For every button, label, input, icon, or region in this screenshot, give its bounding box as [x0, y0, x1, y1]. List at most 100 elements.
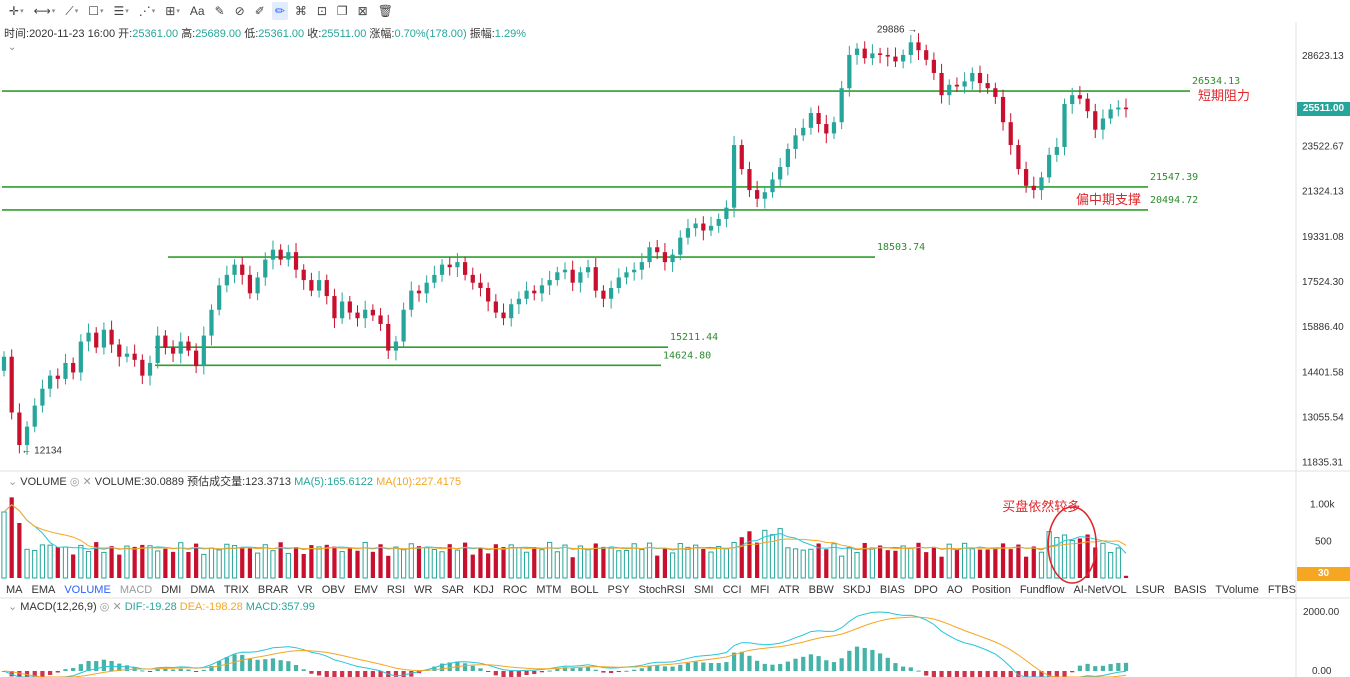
candle-down [247, 274, 253, 294]
volume-bar-down [170, 551, 176, 578]
indicator-tab-sar[interactable]: SAR [441, 584, 465, 596]
volume-bar-up [677, 543, 683, 579]
indicator-tab-ma[interactable]: MA [6, 584, 23, 596]
macd-settings-icon[interactable]: ◎ [99, 601, 110, 613]
macd-histogram-bar [240, 654, 245, 671]
candle-up [632, 269, 637, 273]
indicator-tab-ftbs[interactable]: FTBS [1267, 584, 1296, 596]
horizontal-line-tool[interactable]: ⟷ ▾ [33, 4, 56, 18]
volume-bar-up [339, 551, 345, 579]
volume-bar-down [71, 554, 76, 578]
indicator-tab-stochrsi[interactable]: StochRSI [638, 584, 686, 596]
indicator-tab-brar[interactable]: BRAR [257, 584, 289, 596]
macd-histogram-bar [854, 646, 860, 671]
macd-histogram-bar [908, 667, 913, 671]
indicator-tab-bias[interactable]: BIAS [879, 584, 905, 596]
trend-line-tool[interactable]: ⟋ ▾ [65, 3, 79, 18]
macd-histogram-bar [801, 656, 806, 671]
magnet-tool[interactable]: ⊘ [234, 4, 245, 18]
indicator-tab-mfi[interactable]: MFI [750, 584, 770, 596]
macd-histogram-bar [393, 671, 399, 677]
ruler-tool[interactable]: ✐ [254, 4, 265, 18]
macd-histogram-bar [409, 671, 414, 677]
macd-histogram-bar [1077, 665, 1083, 671]
macd-histogram-bar [55, 671, 60, 673]
macd-histogram-bar [194, 671, 199, 672]
indicator-tab-emv[interactable]: EMV [353, 584, 378, 596]
measure-tool[interactable]: ⊞ ▾ [165, 4, 180, 18]
candle-down [1031, 185, 1036, 191]
candle-down [1000, 96, 1006, 123]
volume-bar-down [877, 545, 883, 578]
indicator-tab-cci[interactable]: CCI [722, 584, 742, 596]
indicator-tab-rsi[interactable]: RSI [386, 584, 406, 596]
pattern-tool[interactable]: ⌘ [294, 4, 307, 18]
indicator-tab-trix[interactable]: TRIX [223, 584, 249, 596]
indicator-tab-wr[interactable]: WR [414, 584, 433, 596]
candle-down [140, 359, 145, 376]
close-icon[interactable]: ✕ [82, 476, 92, 488]
draw-mode-tool[interactable]: ✏ [271, 2, 288, 20]
macd-histogram-bar [570, 668, 575, 671]
candle-up [731, 145, 737, 208]
volume-bar-up [408, 543, 414, 579]
collapse-macd-icon[interactable]: ⌄ [8, 601, 18, 613]
candle-down [501, 312, 506, 319]
macd-histogram-bar [432, 666, 437, 671]
indicator-tab-bbw[interactable]: BBW [808, 584, 834, 596]
candle-up [831, 122, 837, 134]
volume-bar-up [800, 549, 806, 579]
indicator-tab-dma[interactable]: DMA [190, 584, 215, 596]
trash-tool[interactable]: 🗑 [377, 4, 393, 18]
indicator-tab-dpo[interactable]: DPO [913, 584, 938, 596]
settings-icon[interactable]: ◎ [69, 476, 80, 488]
indicator-tab-obv[interactable]: OBV [321, 584, 345, 596]
rectangle-tool[interactable]: ☐ ▾ [88, 4, 104, 18]
collapse-chevron-icon[interactable]: ⌄ [8, 42, 17, 53]
volume-bar-down [386, 555, 391, 578]
wave-tool[interactable]: ⋰ ▾ [138, 4, 156, 18]
macd-histogram-bar [816, 656, 821, 671]
candle-up [363, 309, 368, 319]
indicator-tab-dmi[interactable]: DMI [161, 584, 182, 596]
macd-close-icon[interactable]: ✕ [112, 601, 122, 613]
indicator-tab-smi[interactable]: SMI [694, 584, 714, 596]
screenshot-tool[interactable]: ⊠ [357, 4, 368, 18]
brush-tool[interactable]: ✎ [214, 4, 225, 18]
volume-bar-down [701, 548, 706, 578]
highlight-circle [1047, 506, 1098, 584]
indicator-tab-ai-netvol[interactable]: AI-NetVOL [1073, 584, 1127, 596]
macd-histogram-bar [862, 647, 867, 671]
lock-tool[interactable]: ⊡ [316, 4, 327, 18]
indicator-tab-position[interactable]: Position [971, 584, 1011, 596]
indicator-tab-ao[interactable]: AO [946, 584, 963, 596]
indicator-tab-psy[interactable]: PSY [607, 584, 630, 596]
volume-bar-up [508, 544, 514, 579]
macd-histogram-bar [739, 651, 744, 671]
indicator-tab-basis[interactable]: BASIS [1174, 584, 1207, 596]
indicator-tab-vr[interactable]: VR [297, 584, 313, 596]
support-resistance-levels[interactable]: 26534.13 短期阻力 21547.39 20494.72 偏中期支撑 18503.7… [2, 76, 1250, 367]
indicator-tab-mtm[interactable]: MTM [536, 584, 562, 596]
crosshair-tool[interactable]: ✛ ▾ [9, 4, 24, 18]
indicator-tab-lsur[interactable]: LSUR [1135, 584, 1165, 596]
indicator-tab-roc[interactable]: ROC [502, 584, 528, 596]
indicator-tab-skdj[interactable]: SKDJ [842, 584, 871, 596]
candle-down [816, 113, 821, 125]
indicator-tab-kdj[interactable]: KDJ [473, 584, 494, 596]
indicator-tab-boll[interactable]: BOLL [570, 584, 599, 596]
indicator-tab-tvolume[interactable]: TVolume [1215, 584, 1259, 596]
indicator-tab-volume[interactable]: VOLUME [64, 584, 111, 596]
indicator-tab-atr[interactable]: ATR [778, 584, 800, 596]
copy-tool[interactable]: ❐ [336, 4, 348, 18]
candle-up [270, 249, 276, 260]
text-tool[interactable]: Aa [189, 4, 205, 18]
pitchfork-tool[interactable]: ☰ ▾ [113, 4, 129, 18]
collapse-volume-icon[interactable]: ⌄ [8, 476, 18, 488]
indicator-tab-ema[interactable]: EMA [31, 584, 56, 596]
price-tick-label: 13055.54 [1302, 413, 1344, 424]
indicator-tab-macd[interactable]: MACD [119, 584, 153, 596]
candle-up [101, 329, 107, 348]
indicator-tab-fundflow[interactable]: Fundflow [1019, 584, 1065, 596]
